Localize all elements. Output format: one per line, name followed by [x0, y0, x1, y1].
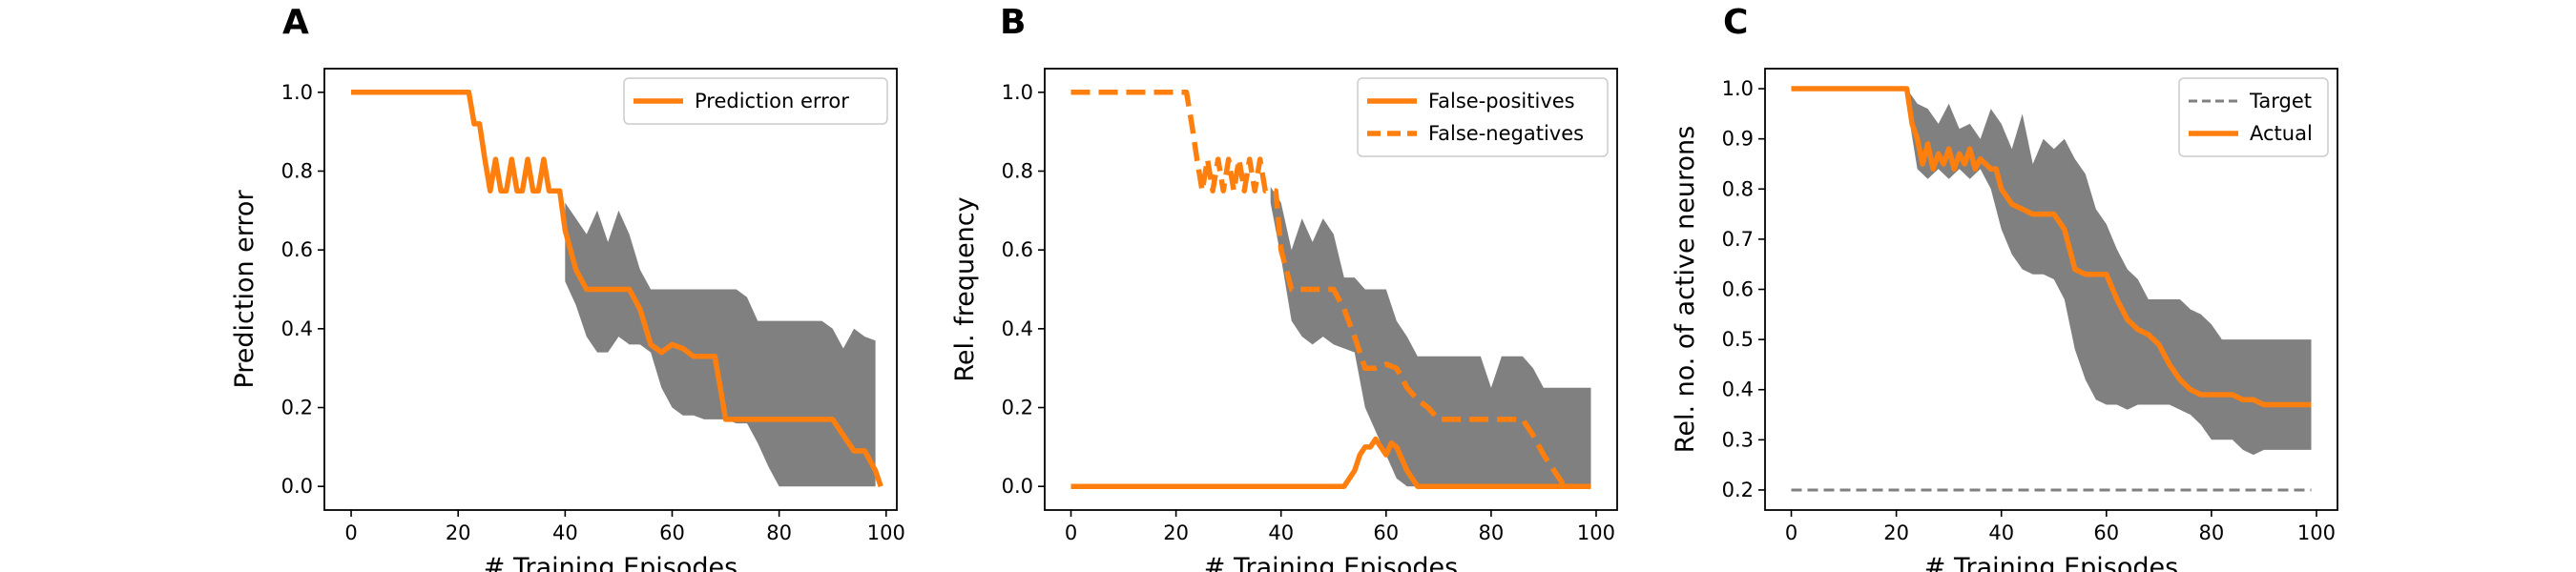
panel-c: C 0 20 40 60 80 100 0.2 0.3 0.4 0.5 0.6 0.7 0.8 0.9 1.0… [1671, 3, 2338, 572]
series-line-1 [1791, 86, 2312, 408]
y-tick-label: 0.4 [1002, 317, 1033, 340]
legend-box [623, 77, 888, 125]
x-tick-label: 0 [1785, 521, 1797, 544]
panel-letter: C [1723, 3, 1748, 42]
y-axis-label: Rel. frequency [950, 196, 980, 381]
panel-a: A 0 20 40 60 80 100 0.0 0.2 0.4 0.6 0.8 1.0 # Trainin… [230, 3, 905, 572]
variance-band [1270, 187, 1591, 487]
y-tick-label: 0.2 [1722, 479, 1754, 501]
plot-area [1791, 86, 2312, 492]
y-tick-label: 1.0 [1722, 77, 1754, 100]
y-tick-label: 0.6 [281, 238, 313, 261]
y-tick-label: 0.4 [281, 317, 313, 340]
legend-label: Prediction error [695, 90, 849, 112]
y-tick-label: 0.5 [1722, 328, 1754, 351]
plot-area [1070, 90, 1591, 489]
x-axis-label: # Training Episodes [1204, 553, 1458, 572]
y-axis-label: Rel. no. of active neurons [1671, 126, 1700, 453]
y-tick-label: 0.2 [281, 397, 313, 419]
y-tick-label: 0.6 [1722, 278, 1754, 301]
x-tick-label: 0 [344, 521, 357, 544]
series-line-0 [351, 90, 883, 488]
y-tick-label: 0.8 [1002, 159, 1033, 182]
x-tick-label: 100 [2297, 521, 2336, 544]
plot-area [351, 90, 883, 488]
x-tick-label: 60 [2093, 521, 2119, 544]
x-tick-label: 40 [552, 521, 578, 544]
y-tick-label: 0.0 [281, 475, 313, 498]
x-tick-label: 20 [446, 521, 471, 544]
y-tick-label: 0.4 [1722, 378, 1754, 401]
legend: False-positives False-negatives [1357, 77, 1609, 157]
x-tick-label: 80 [2199, 521, 2225, 544]
series-line-0 [1070, 436, 1591, 489]
panel-letter: B [1000, 3, 1026, 42]
legend-box [1357, 77, 1609, 157]
axes-frame [1044, 68, 1618, 511]
legend: Target Actual [2178, 77, 2329, 157]
panel-b: B 0 20 40 60 80 100 0.0 0.2 0.4 0.6 0.8 1.0 # Trainin… [950, 3, 1618, 572]
y-tick-label: 0.9 [1722, 128, 1754, 151]
legend-label: Actual [2250, 122, 2313, 145]
x-tick-label: 40 [1988, 521, 2014, 544]
legend: Prediction error [623, 77, 888, 125]
y-tick-label: 0.8 [281, 159, 313, 182]
x-tick-label: 40 [1268, 521, 1294, 544]
legend-label: False-positives [1428, 90, 1575, 112]
y-tick-label: 0.0 [1002, 475, 1033, 498]
y-axis-label: Prediction error [230, 190, 260, 389]
y-tick-label: 0.2 [1002, 397, 1033, 419]
y-tick-label: 1.0 [1002, 81, 1033, 104]
series-line-1 [1070, 90, 1591, 489]
x-tick-label: 20 [1163, 521, 1189, 544]
x-tick-label: 80 [766, 521, 792, 544]
axes-frame [323, 68, 898, 511]
x-axis-label: # Training Episodes [484, 553, 737, 572]
x-tick-label: 20 [1883, 521, 1909, 544]
x-tick-label: 60 [659, 521, 685, 544]
y-tick-label: 0.6 [1002, 238, 1033, 261]
y-tick-label: 0.3 [1722, 428, 1754, 451]
legend-label: Target [2249, 90, 2312, 112]
x-tick-label: 60 [1373, 521, 1399, 544]
y-tick-label: 0.7 [1722, 228, 1754, 251]
panel-letter: A [282, 3, 309, 42]
x-tick-label: 100 [867, 521, 905, 544]
x-tick-label: 80 [1479, 521, 1505, 544]
legend-label: False-negatives [1428, 122, 1584, 145]
y-tick-label: 0.8 [1722, 177, 1754, 200]
x-axis-label: # Training Episodes [1924, 553, 2178, 572]
y-tick-label: 1.0 [281, 81, 313, 104]
x-tick-label: 0 [1065, 521, 1077, 544]
x-tick-label: 100 [1577, 521, 1615, 544]
legend-box [2178, 77, 2329, 157]
variance-band [565, 202, 876, 487]
variance-band [1906, 89, 2312, 456]
